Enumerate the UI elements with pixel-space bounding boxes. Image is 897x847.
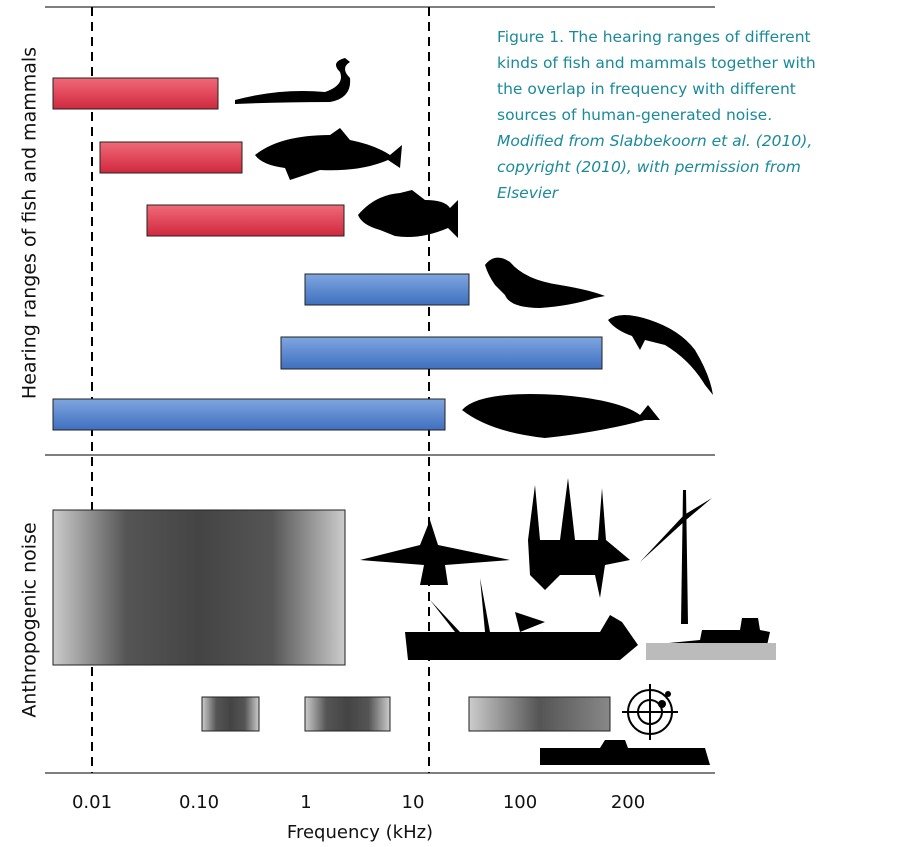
x-tick-label: 100 xyxy=(503,792,537,813)
caption-text: Figure 1. The hearing ranges of differen… xyxy=(497,28,816,124)
x-axis-label: Frequency (kHz) xyxy=(287,822,433,843)
caption-credit: Modified from Slabbekoorn et al. (2010),… xyxy=(497,132,813,202)
silhouettes xyxy=(235,58,776,765)
noise-bars xyxy=(52,509,611,732)
panel-label: Anthropogenic noise xyxy=(19,522,41,717)
x-tick-label: 0.01 xyxy=(72,792,112,813)
x-tick-label: 0.10 xyxy=(179,792,219,813)
caption: Figure 1. The hearing ranges of differen… xyxy=(497,24,832,206)
frame xyxy=(45,6,715,774)
x-tick-label: 200 xyxy=(611,792,645,813)
x-tick-label: 1 xyxy=(300,792,311,813)
hearing-bars xyxy=(52,77,603,431)
x-ticks: 0.01 0.10 1 10 100 200 xyxy=(72,792,645,813)
x-tick-label: 10 xyxy=(402,792,425,813)
panel-label: Hearing ranges of fish and mammals xyxy=(19,47,41,399)
